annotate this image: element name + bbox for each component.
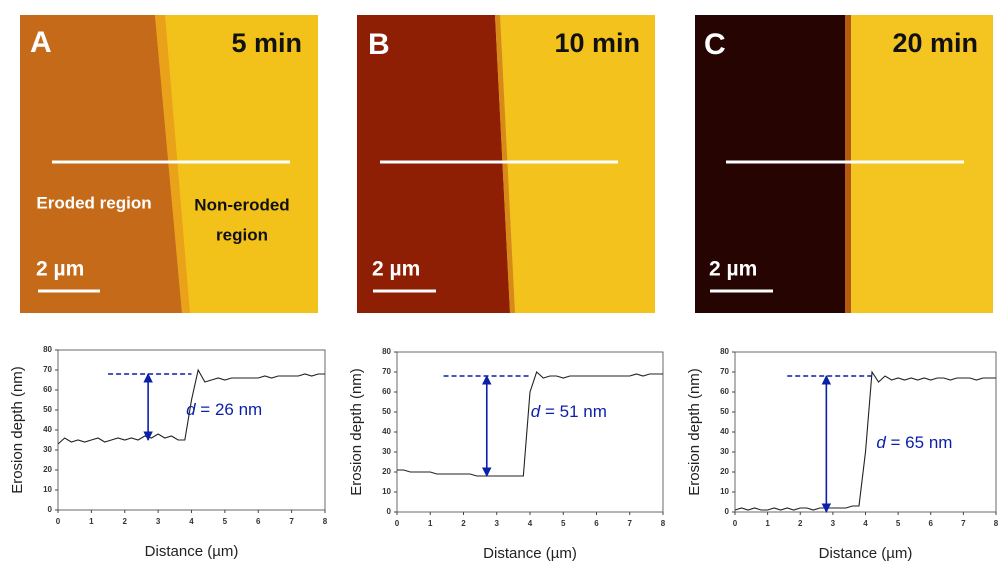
x-tick-label: 1 <box>765 519 770 528</box>
y-tick-label: 0 <box>48 505 53 514</box>
x-tick-label: 0 <box>733 519 738 528</box>
y-tick-label: 40 <box>382 427 391 436</box>
y-axis-label: Erosion depth (nm) <box>686 368 703 496</box>
x-tick-label: 3 <box>156 517 161 526</box>
x-tick-label: 5 <box>896 519 901 528</box>
x-tick-label: 5 <box>561 519 566 528</box>
scale-bar-label: 2 µm <box>36 258 84 281</box>
annotation-text: = 65 nm <box>886 433 953 452</box>
y-tick-label: 60 <box>43 385 52 394</box>
y-tick-label: 60 <box>720 387 729 396</box>
x-axis-label: Distance (µm) <box>819 545 913 562</box>
depth-annotation: d = 26 nm <box>186 400 262 419</box>
y-tick-label: 80 <box>382 347 391 356</box>
profile-line <box>735 372 996 510</box>
y-tick-label: 80 <box>720 347 729 356</box>
time-label: 10 min <box>554 28 640 58</box>
x-tick-label: 4 <box>528 519 533 528</box>
x-tick-label: 2 <box>798 519 803 528</box>
y-tick-label: 70 <box>43 365 52 374</box>
panel-label: B <box>368 28 390 61</box>
depth-annotation: d = 51 nm <box>531 402 607 421</box>
y-axis-label: Erosion depth (nm) <box>348 368 365 496</box>
y-tick-label: 10 <box>43 485 52 494</box>
y-tick-label: 80 <box>43 345 52 354</box>
y-tick-label: 10 <box>382 487 391 496</box>
figure: A 5 min 2 µm Eroded region Non-eroded re… <box>0 0 1000 563</box>
y-tick-label: 20 <box>382 467 391 476</box>
x-tick-label: 4 <box>189 517 194 526</box>
x-tick-label: 3 <box>831 519 836 528</box>
afm-image: B 10 min 2 µm <box>357 15 655 313</box>
x-tick-label: 8 <box>323 517 328 526</box>
annotation-text: = 51 nm <box>540 402 607 421</box>
x-tick-label: 5 <box>223 517 228 526</box>
scale-bar-label: 2 µm <box>372 258 420 281</box>
panel-label: C <box>704 28 726 61</box>
y-tick-label: 10 <box>720 487 729 496</box>
time-label: 5 min <box>231 28 302 58</box>
profile-line <box>397 372 663 476</box>
panel-label: A <box>30 26 52 59</box>
y-tick-label: 50 <box>43 405 52 414</box>
y-tick-label: 20 <box>720 467 729 476</box>
y-tick-label: 60 <box>382 387 391 396</box>
y-tick-label: 0 <box>725 507 730 516</box>
y-tick-label: 70 <box>720 367 729 376</box>
y-axis-label: Erosion depth (nm) <box>9 366 26 494</box>
x-tick-label: 2 <box>123 517 128 526</box>
x-tick-label: 1 <box>89 517 94 526</box>
y-tick-label: 30 <box>43 445 52 454</box>
x-axis-label: Distance (µm) <box>483 545 577 562</box>
x-axis-label: Distance (µm) <box>145 543 239 560</box>
x-tick-label: 7 <box>961 519 966 528</box>
afm-image: A 5 min 2 µm Eroded region Non-eroded re… <box>20 15 318 313</box>
plot-frame <box>735 352 996 512</box>
time-label: 20 min <box>892 28 978 58</box>
region-label: region <box>216 225 268 244</box>
y-tick-label: 0 <box>387 507 392 516</box>
x-tick-label: 6 <box>256 517 261 526</box>
x-tick-label: 0 <box>395 519 400 528</box>
x-tick-label: 7 <box>628 519 633 528</box>
region-label: Eroded region <box>36 193 151 212</box>
x-tick-label: 2 <box>461 519 466 528</box>
annotation-text: = 26 nm <box>196 400 263 419</box>
y-tick-label: 40 <box>43 425 52 434</box>
x-tick-label: 7 <box>289 517 294 526</box>
x-tick-label: 4 <box>863 519 868 528</box>
depth-annotation: d = 65 nm <box>876 433 952 452</box>
x-tick-label: 8 <box>994 519 999 528</box>
x-tick-label: 1 <box>428 519 433 528</box>
afm-image: C 20 min 2 µm <box>695 15 993 313</box>
y-tick-label: 40 <box>720 427 729 436</box>
y-tick-label: 70 <box>382 367 391 376</box>
y-tick-label: 50 <box>720 407 729 416</box>
x-tick-label: 6 <box>594 519 599 528</box>
x-tick-label: 8 <box>661 519 666 528</box>
y-tick-label: 30 <box>382 447 391 456</box>
y-tick-label: 50 <box>382 407 391 416</box>
y-tick-label: 30 <box>720 447 729 456</box>
x-tick-label: 6 <box>929 519 934 528</box>
y-tick-label: 20 <box>43 465 52 474</box>
x-tick-label: 3 <box>495 519 500 528</box>
scale-bar-label: 2 µm <box>709 258 757 281</box>
region-label: Non-eroded <box>194 195 289 214</box>
x-tick-label: 0 <box>56 517 61 526</box>
